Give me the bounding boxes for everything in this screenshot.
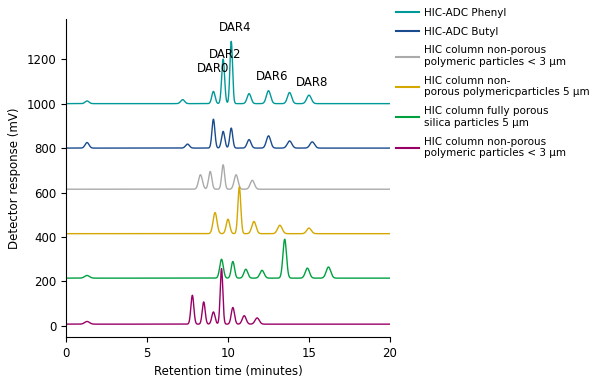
Y-axis label: Detector response (mV): Detector response (mV) — [8, 107, 21, 249]
Text: DAR0: DAR0 — [197, 62, 230, 75]
Legend: HIC-ADC Phenyl, HIC-ADC Butyl, HIC column non-porous
polymeric particles < 3 μm,: HIC-ADC Phenyl, HIC-ADC Butyl, HIC colum… — [396, 8, 590, 158]
Text: DAR2: DAR2 — [209, 48, 242, 61]
Text: DAR8: DAR8 — [296, 76, 328, 89]
Text: DAR4: DAR4 — [219, 21, 251, 34]
Text: DAR6: DAR6 — [256, 69, 288, 82]
X-axis label: Retention time (minutes): Retention time (minutes) — [154, 365, 302, 378]
